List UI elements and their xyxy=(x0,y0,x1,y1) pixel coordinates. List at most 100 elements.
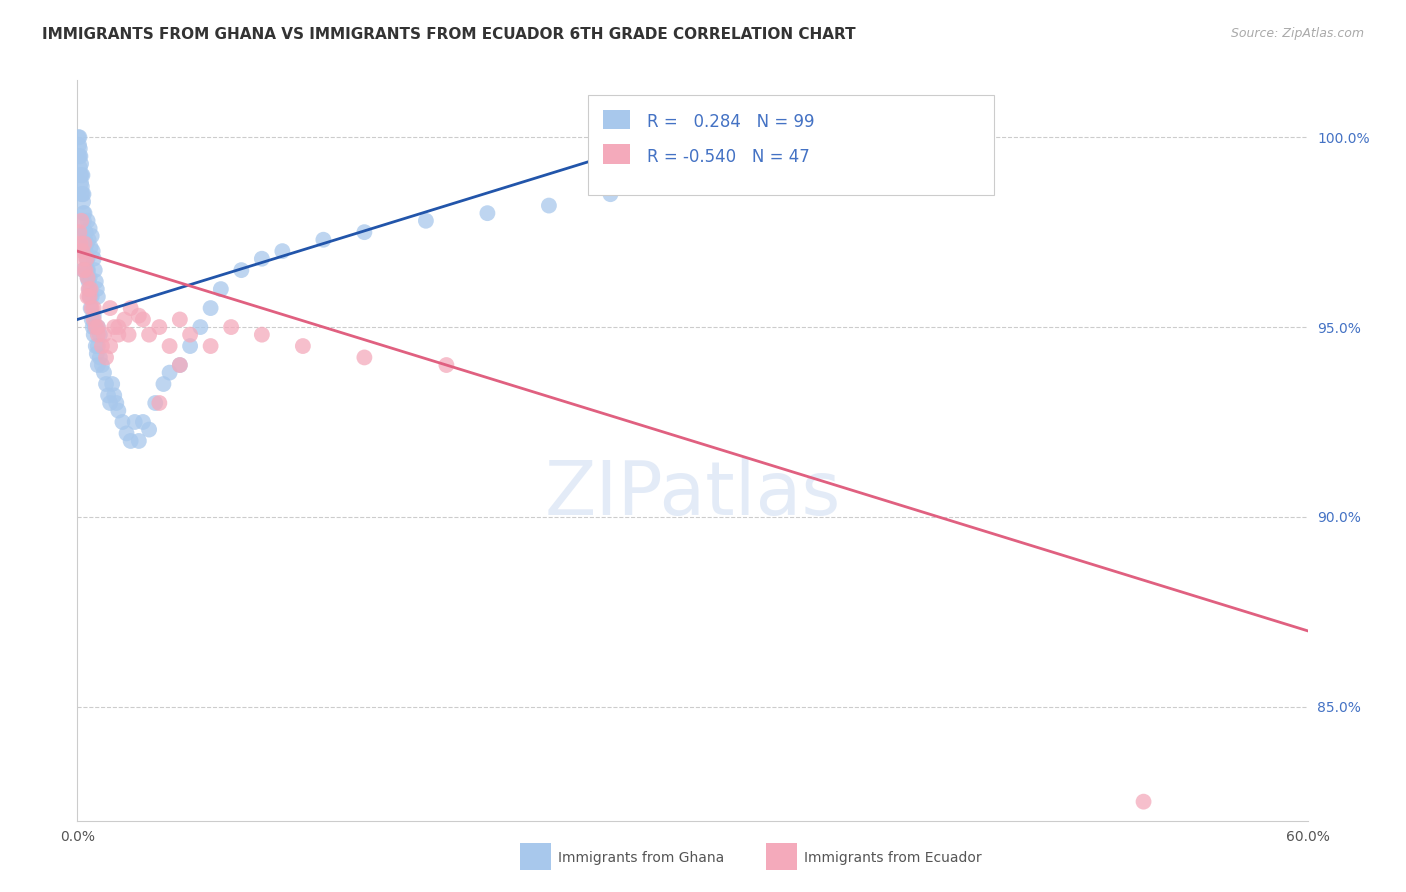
Point xyxy=(79,270,101,285)
Point xyxy=(312,233,335,247)
Point xyxy=(107,327,129,342)
Point xyxy=(75,225,97,239)
Point xyxy=(77,275,100,289)
Point xyxy=(83,327,105,342)
Point xyxy=(107,320,129,334)
Point xyxy=(67,130,90,145)
Point xyxy=(76,252,98,266)
Point xyxy=(138,423,160,437)
Point xyxy=(75,244,97,259)
Point xyxy=(117,327,139,342)
Point xyxy=(76,263,98,277)
Point xyxy=(94,351,117,365)
Point xyxy=(69,149,91,163)
FancyBboxPatch shape xyxy=(588,95,994,195)
Point xyxy=(67,130,90,145)
Point xyxy=(83,252,105,266)
Point xyxy=(94,377,117,392)
Point xyxy=(72,263,94,277)
Text: Immigrants from Ghana: Immigrants from Ghana xyxy=(558,851,724,865)
Point xyxy=(231,263,253,277)
Text: ZIPatlas: ZIPatlas xyxy=(544,458,841,532)
Point xyxy=(97,388,120,402)
FancyBboxPatch shape xyxy=(603,145,630,164)
Point xyxy=(124,415,146,429)
Text: R =   0.284   N = 99: R = 0.284 N = 99 xyxy=(647,112,814,131)
Point xyxy=(89,327,111,342)
Point xyxy=(75,236,97,251)
Point xyxy=(152,377,174,392)
Point xyxy=(70,187,93,202)
Point xyxy=(72,252,94,266)
Point xyxy=(353,351,375,365)
Point xyxy=(83,309,105,323)
Point xyxy=(82,320,104,334)
Point xyxy=(73,213,96,227)
Point xyxy=(93,366,115,380)
Point xyxy=(80,301,103,315)
Point xyxy=(84,275,107,289)
Point xyxy=(76,236,98,251)
Point xyxy=(82,244,104,259)
Point xyxy=(76,252,98,266)
Point xyxy=(250,327,273,342)
Point xyxy=(250,252,273,266)
Point xyxy=(138,327,160,342)
Point xyxy=(79,301,101,315)
Point xyxy=(79,290,101,304)
Point xyxy=(86,346,108,360)
Point xyxy=(67,149,90,163)
Point xyxy=(73,236,96,251)
Point xyxy=(77,282,100,296)
Point xyxy=(70,168,93,182)
Point xyxy=(93,327,115,342)
Point xyxy=(79,221,101,235)
Point xyxy=(148,396,170,410)
Point xyxy=(179,327,201,342)
Point xyxy=(72,168,94,182)
Text: Source: ZipAtlas.com: Source: ZipAtlas.com xyxy=(1230,27,1364,40)
Point xyxy=(72,206,94,220)
Point xyxy=(84,339,107,353)
Point xyxy=(80,290,103,304)
Point xyxy=(436,358,458,372)
Point xyxy=(111,415,134,429)
Point xyxy=(115,426,138,441)
Point xyxy=(76,213,98,227)
Point xyxy=(67,225,90,239)
Point xyxy=(169,358,191,372)
FancyBboxPatch shape xyxy=(603,110,630,129)
Point xyxy=(76,252,98,266)
Point xyxy=(188,320,212,334)
Point xyxy=(67,137,90,152)
Point xyxy=(219,320,242,334)
Point xyxy=(90,339,114,353)
Point xyxy=(415,213,437,227)
Point xyxy=(103,320,125,334)
Point xyxy=(682,168,704,182)
Point xyxy=(70,213,93,227)
Point xyxy=(107,403,129,417)
Point xyxy=(83,320,105,334)
Point xyxy=(159,366,181,380)
Point xyxy=(103,388,125,402)
Point xyxy=(69,236,91,251)
Point xyxy=(86,282,108,296)
Point xyxy=(120,301,142,315)
Point xyxy=(79,290,101,304)
Point xyxy=(70,157,93,171)
Point xyxy=(73,244,96,259)
Text: Immigrants from Ecuador: Immigrants from Ecuador xyxy=(804,851,981,865)
Point xyxy=(72,244,94,259)
Point xyxy=(200,339,222,353)
Point xyxy=(83,301,105,315)
Point xyxy=(537,198,560,212)
Point xyxy=(72,194,94,209)
Point xyxy=(169,358,191,372)
Text: IMMIGRANTS FROM GHANA VS IMMIGRANTS FROM ECUADOR 6TH GRADE CORRELATION CHART: IMMIGRANTS FROM GHANA VS IMMIGRANTS FROM… xyxy=(42,27,856,42)
Point xyxy=(169,312,191,326)
Point xyxy=(72,187,94,202)
Point xyxy=(84,320,107,334)
Point xyxy=(132,312,155,326)
Point xyxy=(159,339,181,353)
